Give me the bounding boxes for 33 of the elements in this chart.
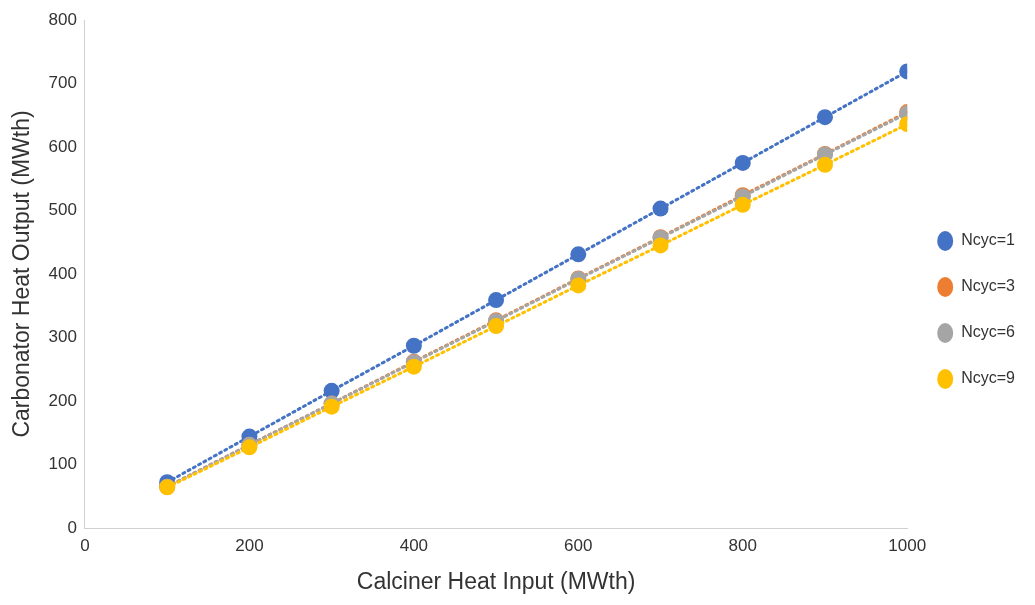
point [734, 154, 751, 171]
point [488, 318, 505, 335]
x-tick-label: 400 [399, 535, 429, 555]
x-tick-label: 200 [235, 535, 264, 555]
x-tick-label: 800 [728, 535, 757, 555]
y-tick-label: 100 [48, 454, 77, 474]
y-tick-label: 600 [48, 136, 77, 156]
legend-label: Ncyc=9 [961, 369, 1016, 387]
x-tick-label: 1000 [888, 535, 927, 555]
point [488, 292, 505, 309]
y-tick-label: 700 [48, 73, 77, 93]
y-axis-title: Carbonator Heat Output (MWth) [8, 110, 35, 438]
point [570, 246, 587, 263]
x-tick-label: 0 [80, 535, 90, 555]
x-tick-label: 600 [564, 535, 593, 555]
y-tick-label: 200 [48, 390, 77, 410]
point [405, 358, 422, 375]
point [816, 156, 833, 173]
point [405, 337, 422, 354]
point [816, 109, 833, 126]
y-tick-label: 0 [67, 517, 77, 537]
point [652, 200, 669, 217]
point [734, 196, 751, 213]
y-tick-label: 400 [48, 263, 77, 283]
x-axis-title: Calciner Heat Input (MWth) [356, 567, 636, 594]
legend-label: Ncyc=3 [961, 277, 1016, 295]
y-tick-label: 300 [48, 327, 77, 347]
point [652, 237, 669, 254]
y-tick-label: 500 [48, 200, 77, 220]
legend-label: Ncyc=6 [961, 323, 1016, 341]
legend-label: Ncyc=1 [961, 231, 1016, 249]
y-tick-label: 800 [48, 9, 77, 29]
point [570, 277, 587, 294]
